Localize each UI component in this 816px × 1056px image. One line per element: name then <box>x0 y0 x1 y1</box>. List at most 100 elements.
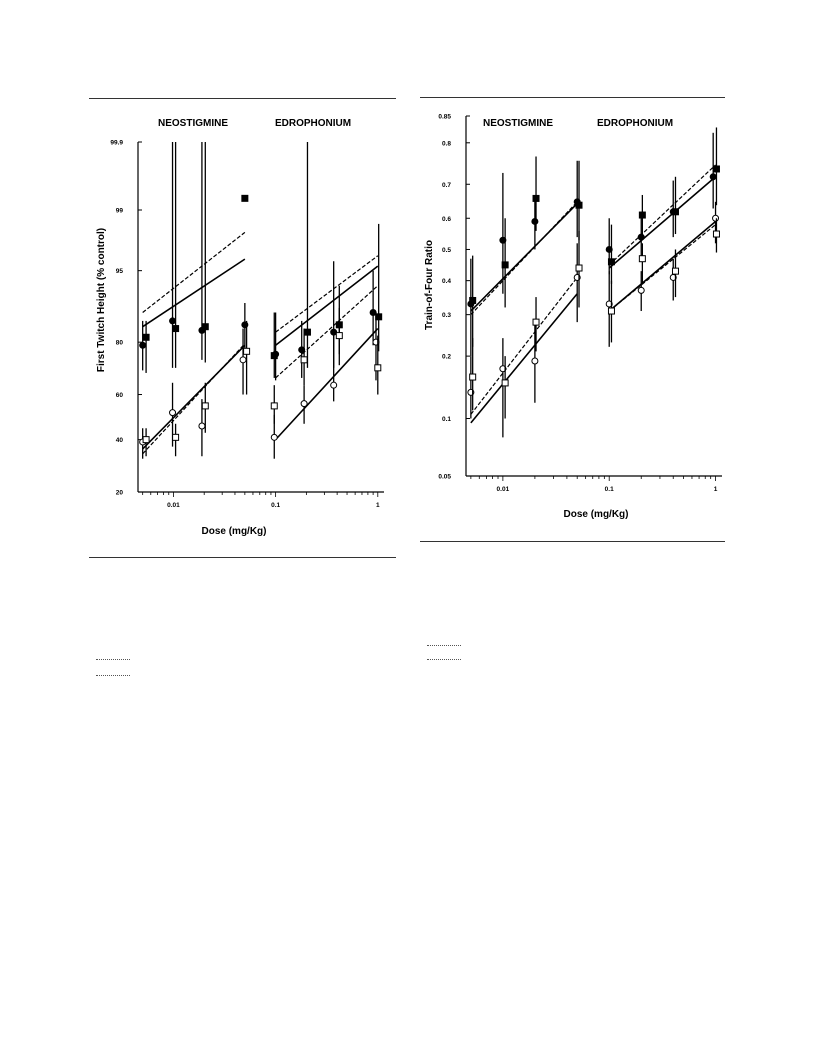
solid-fit-line <box>142 344 246 450</box>
data-points <box>139 142 383 459</box>
dotted-mark <box>96 659 130 660</box>
open-square-point <box>374 364 382 372</box>
axes: 20 40 60 80 95 99 99.9 0.01 0.1 1 <box>110 140 384 509</box>
x-tick-label: 1 <box>714 486 718 493</box>
filled-square-point <box>142 333 150 341</box>
axes: 0.05 0.1 0.2 0.3 0.4 0.5 0.6 0.7 0.8 0.85 0.01 0.1 1 <box>438 114 722 493</box>
filled-circle-point <box>531 217 539 225</box>
open-square-point <box>638 255 646 263</box>
x-axis-label: Dose (mg/Kg) <box>202 526 267 537</box>
panel-label-edrophonium: EDROPHONIUM <box>275 118 351 129</box>
open-circle-point <box>169 409 177 417</box>
dotted-mark <box>96 675 130 676</box>
filled-square-point <box>501 261 509 269</box>
y-tick-label: 80 <box>116 340 124 347</box>
panel-labels: NEOSTIGMINE EDROPHONIUM <box>483 118 673 129</box>
open-square-point <box>270 402 278 410</box>
dotted-mark <box>427 645 461 646</box>
y-tick-label: 40 <box>116 437 124 444</box>
open-square-point <box>201 402 209 410</box>
figure2-top-rule <box>420 97 725 98</box>
y-tick-label: 0.6 <box>442 216 451 223</box>
open-square-point <box>607 307 615 315</box>
filled-circle-point <box>637 233 645 241</box>
filled-circle-point <box>709 173 717 181</box>
open-square-point <box>243 347 251 355</box>
fit-lines <box>470 164 717 424</box>
solid-fit-line <box>608 176 717 269</box>
open-circle-point <box>330 381 338 389</box>
panel-label-neostigmine: NEOSTIGMINE <box>483 118 553 129</box>
y-tick-label: 95 <box>116 268 124 275</box>
filled-square-point <box>241 194 249 202</box>
open-square-point <box>335 332 343 340</box>
y-tick-label: 99.9 <box>110 140 123 147</box>
y-tick-label: 60 <box>116 392 124 399</box>
y-tick-label: 20 <box>116 490 124 497</box>
fit-lines <box>142 231 379 455</box>
y-axis-label: First Twitch Height (% control) <box>96 228 107 372</box>
filled-square-point <box>712 165 720 173</box>
figure1-top-rule <box>89 98 396 99</box>
y-tick-label: 0.8 <box>442 140 451 147</box>
open-square-point <box>501 379 509 387</box>
solid-fit-line <box>142 258 246 328</box>
open-circle-point <box>637 286 645 294</box>
open-square-point <box>671 267 679 275</box>
dashed-fit-line <box>608 164 716 266</box>
filled-square-point <box>270 352 278 360</box>
x-tick-label: 0.1 <box>605 486 614 493</box>
solid-fit-line <box>275 328 379 441</box>
filled-circle-point <box>605 245 613 253</box>
panel-label-neostigmine: NEOSTIGMINE <box>158 118 228 129</box>
solid-fit-line <box>470 293 578 424</box>
y-tick-label: 0.85 <box>438 114 451 121</box>
solid-fit-line <box>275 265 379 346</box>
x-tick-label: 0.1 <box>271 502 280 509</box>
open-square-point <box>300 356 308 364</box>
dashed-fit-line <box>142 343 246 455</box>
y-tick-label: 0.3 <box>442 312 451 319</box>
open-circle-point <box>531 357 539 365</box>
data-points <box>467 127 720 438</box>
y-tick-label: 0.5 <box>442 247 451 254</box>
dashed-fit-line <box>608 224 716 312</box>
solid-fit-line <box>608 220 717 312</box>
open-circle-point <box>605 300 613 308</box>
open-circle-point <box>712 214 720 222</box>
figure1-bottom-rule <box>89 557 396 558</box>
y-tick-label: 0.2 <box>442 354 451 361</box>
open-circle-point <box>499 365 507 373</box>
filled-square-point <box>575 201 583 209</box>
y-tick-label: 0.1 <box>442 416 451 423</box>
y-tick-label: 0.05 <box>438 474 451 481</box>
filled-square-point <box>201 323 209 331</box>
dashed-fit-line <box>470 277 578 415</box>
open-square-point <box>712 230 720 238</box>
x-tick-label: 1 <box>376 502 380 509</box>
solid-fit-line <box>470 202 578 312</box>
y-tick-label: 0.4 <box>442 278 451 285</box>
dotted-mark <box>427 659 461 660</box>
panel-label-edrophonium: EDROPHONIUM <box>597 118 673 129</box>
open-circle-point <box>270 433 278 441</box>
dashed-fit-line <box>142 231 246 313</box>
filled-square-point <box>469 296 477 304</box>
panel-labels: NEOSTIGMINE EDROPHONIUM <box>158 118 351 129</box>
open-circle-point <box>300 400 308 408</box>
x-tick-label: 0.01 <box>167 502 180 509</box>
y-tick-label: 99 <box>116 207 124 214</box>
open-square-point <box>575 264 583 272</box>
filled-circle-point <box>499 236 507 244</box>
filled-square-point <box>671 208 679 216</box>
dashed-fit-line <box>275 285 379 379</box>
open-square-point <box>172 433 180 441</box>
filled-square-point <box>532 194 540 202</box>
y-tick-label: 0.7 <box>442 182 451 189</box>
x-axis-label: Dose (mg/Kg) <box>564 509 629 520</box>
filled-square-point <box>607 258 615 266</box>
x-tick-label: 0.01 <box>497 486 510 493</box>
filled-square-point <box>172 325 180 333</box>
